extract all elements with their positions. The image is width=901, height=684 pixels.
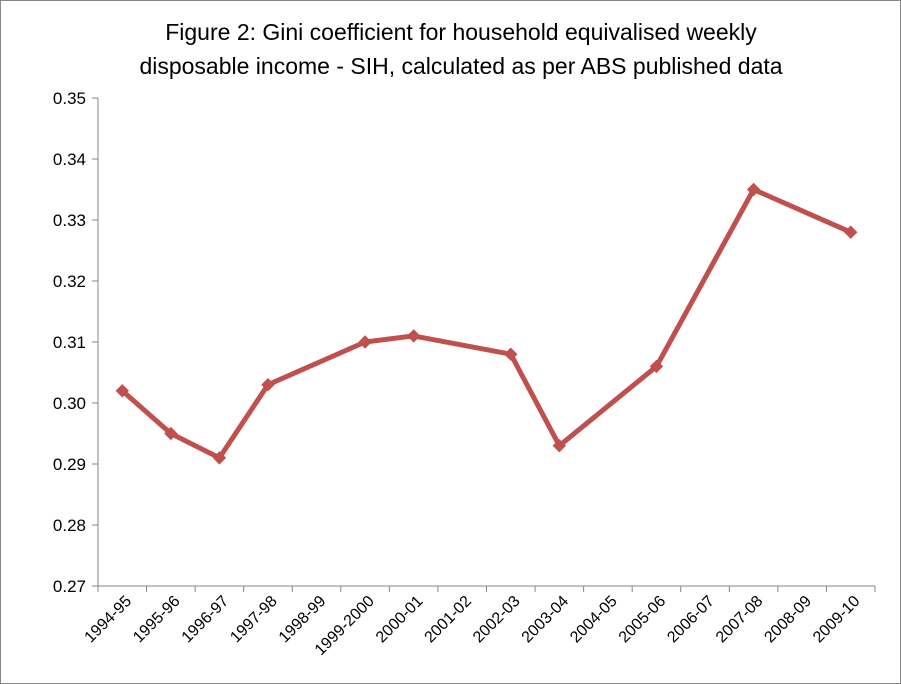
data-point-marker <box>649 359 664 374</box>
x-tick-label: 2002-03 <box>470 593 524 647</box>
x-tick-label: 1995-96 <box>130 593 184 647</box>
x-tick-label: 2005-06 <box>616 593 670 647</box>
x-tick-label: 2007-08 <box>713 593 767 647</box>
x-tick-label: 2008-09 <box>761 593 815 647</box>
x-tick-label: 2004-05 <box>567 593 621 647</box>
data-point-marker <box>358 335 372 349</box>
data-point-marker <box>552 438 567 453</box>
y-tick-label: 0.31 <box>53 333 86 352</box>
x-tick-label: 2001-02 <box>422 593 476 647</box>
x-tick-label: 2006-07 <box>664 593 718 647</box>
data-point-marker <box>115 384 129 398</box>
data-point-marker <box>212 451 227 465</box>
data-point-marker <box>261 377 275 392</box>
x-tick-label: 1994-95 <box>82 593 136 647</box>
data-point-marker <box>406 329 421 343</box>
y-tick-label: 0.32 <box>53 272 86 291</box>
data-point-marker <box>844 225 858 239</box>
x-tick-label: 1997-98 <box>227 593 281 647</box>
chart-title-line-1: Figure 2: Gini coefficient for household… <box>165 19 757 45</box>
x-tick-label: 2009-10 <box>810 593 864 647</box>
data-point-marker <box>746 182 761 197</box>
y-tick-label: 0.30 <box>53 394 86 413</box>
y-tick-label: 0.33 <box>53 211 86 230</box>
y-tick-label: 0.29 <box>53 455 86 474</box>
series-line <box>119 187 854 461</box>
y-tick-label: 0.35 <box>53 89 86 108</box>
x-tick-label: 2000-01 <box>373 593 427 647</box>
y-tick-label: 0.28 <box>53 516 86 535</box>
y-tick-label: 0.27 <box>53 577 86 596</box>
data-point-marker <box>504 347 518 361</box>
data-point-marker <box>164 426 178 441</box>
chart-title-line-2: disposable income - SIH, calculated as p… <box>139 53 783 79</box>
x-tick-label: 2003-04 <box>519 593 573 647</box>
x-tick-label: 1996-97 <box>179 593 233 647</box>
y-tick-label: 0.34 <box>53 150 86 169</box>
